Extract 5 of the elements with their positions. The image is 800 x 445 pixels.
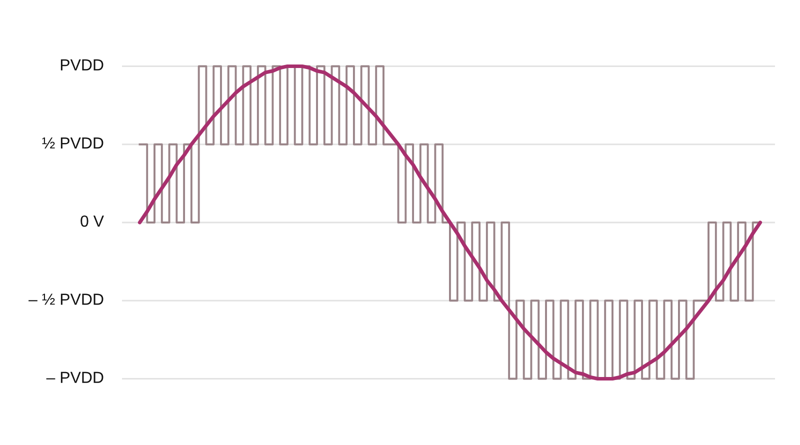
ref-line-label: ½ PVDD: [42, 138, 104, 149]
ref-line-label: 0 V: [80, 215, 104, 227]
ref-line-label: – ½ PVDD: [28, 294, 104, 305]
ref-line-label: – PVDD: [46, 372, 104, 383]
ref-line-label: PVDD: [60, 59, 104, 70]
